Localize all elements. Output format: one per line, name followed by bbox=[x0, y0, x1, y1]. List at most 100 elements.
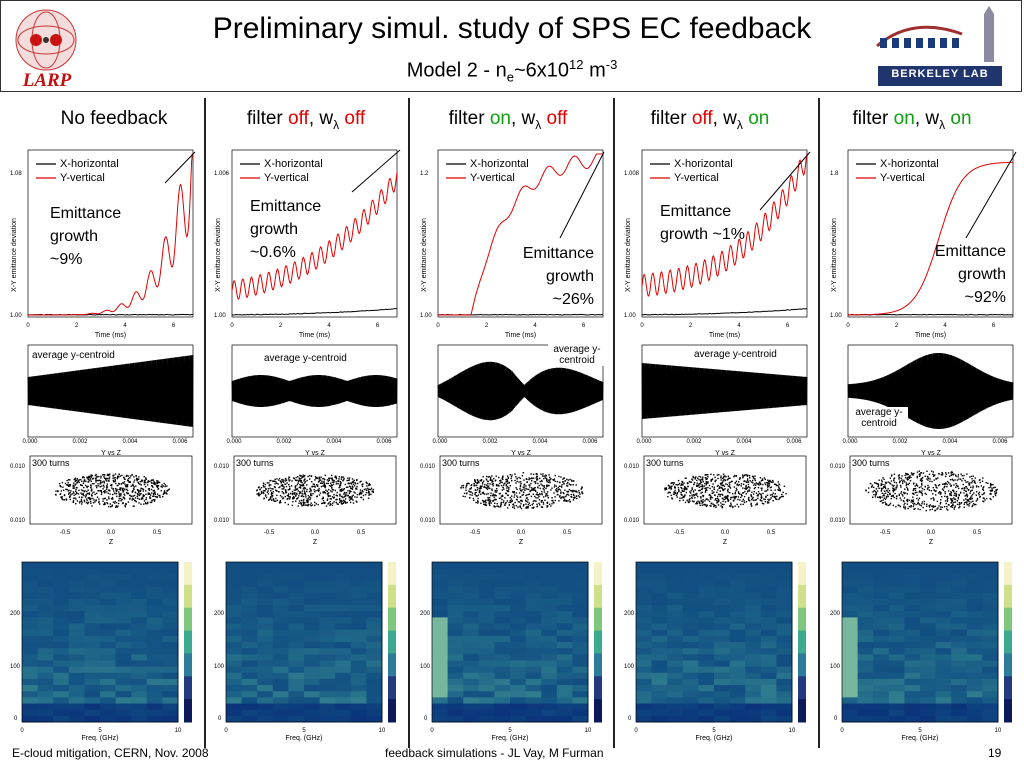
y-tick-label: 0.010 bbox=[830, 464, 846, 470]
x-axis-label: Freq. (GHz) bbox=[492, 735, 529, 742]
x-tick-label: 10 bbox=[789, 728, 796, 734]
y-tick-label: 0.010 bbox=[10, 518, 26, 524]
x-tick-label: 10 bbox=[585, 728, 592, 734]
growth-annotation-3: Emittance growth ~1% bbox=[660, 200, 745, 246]
y-tick-label: 1.08 bbox=[10, 171, 22, 177]
x-axis-label: Time (ms) bbox=[709, 332, 740, 339]
y-tick-label: 1.00 bbox=[420, 313, 432, 319]
colorbar bbox=[594, 562, 602, 723]
centroid-label: average y-centroid bbox=[32, 350, 115, 361]
berkeley-lab-logo: BERKELEY LAB bbox=[872, 6, 1017, 90]
column-header-4: filter on, wλ on bbox=[812, 108, 1012, 132]
x-axis-label: Z bbox=[313, 539, 318, 546]
growth-annotation-1: Emittance growth ~0.6% bbox=[250, 195, 321, 264]
x-tick-label: 0.006 bbox=[172, 439, 188, 445]
x-tick-label: 5 bbox=[98, 728, 102, 734]
x-tick-label: 2 bbox=[895, 323, 899, 329]
y-tick-label: 0 bbox=[834, 716, 838, 722]
x-tick-label: 2 bbox=[75, 323, 79, 329]
x-tick-label: 0.5 bbox=[973, 530, 982, 536]
x-tick-label: 5 bbox=[302, 728, 306, 734]
y-tick-label: 1.00 bbox=[830, 313, 842, 319]
centroid-label: average y-centroid bbox=[548, 344, 606, 366]
x-tick-label: 0.0 bbox=[107, 530, 116, 536]
growth-annotation-2: Emittance growth ~26% bbox=[500, 242, 594, 311]
x-tick-label: 0 bbox=[20, 728, 24, 734]
column-header-1: filter off, wλ off bbox=[206, 108, 406, 132]
x-axis-label: Freq. (GHz) bbox=[696, 735, 733, 742]
x-tick-label: 4 bbox=[943, 323, 947, 329]
x-tick-label: 6 bbox=[992, 323, 996, 329]
legend-x-horizontal: X-horizontal bbox=[674, 158, 733, 170]
x-tick-label: 0.002 bbox=[482, 439, 498, 445]
y-tick-label: 0.010 bbox=[214, 464, 230, 470]
centroid-trace bbox=[28, 355, 193, 427]
colorbar bbox=[184, 562, 192, 723]
x-tick-label: 0.000 bbox=[226, 439, 242, 445]
x-tick-label: 4 bbox=[533, 323, 537, 329]
scatter-title: Y vs Z bbox=[715, 450, 735, 457]
colorbar bbox=[388, 562, 396, 723]
x-tick-label: 2 bbox=[279, 323, 283, 329]
x-tick-label: 4 bbox=[123, 323, 127, 329]
x-tick-label: 0.0 bbox=[927, 530, 936, 536]
x-tick-label: 0.0 bbox=[517, 530, 526, 536]
column-header-2: filter on, wλ off bbox=[408, 108, 608, 132]
centroid-trace bbox=[642, 363, 807, 419]
legend-y-vertical: Y-vertical bbox=[264, 172, 309, 184]
x-axis-label: Freq. (GHz) bbox=[286, 735, 323, 742]
legend-x-horizontal: X-horizontal bbox=[264, 158, 323, 170]
x-tick-label: 5 bbox=[918, 728, 922, 734]
y-tick-label: 100 bbox=[10, 664, 21, 670]
turns-label: 300 turns bbox=[442, 458, 480, 468]
x-tick-label: 0.000 bbox=[432, 439, 448, 445]
centroid-label: average y-centroid bbox=[694, 349, 777, 360]
y-tick-label: 1.00 bbox=[624, 313, 636, 319]
x-tick-label: 5 bbox=[712, 728, 716, 734]
legend-y-vertical: Y-vertical bbox=[470, 172, 515, 184]
x-tick-label: 10 bbox=[379, 728, 386, 734]
y-tick-label: 0.010 bbox=[214, 518, 230, 524]
legend-y-vertical: Y-vertical bbox=[880, 172, 925, 184]
growth-annotation-0: Emittance growth ~9% bbox=[50, 202, 121, 271]
colorbar bbox=[1004, 562, 1012, 723]
x-tick-label: 5 bbox=[508, 728, 512, 734]
x-tick-label: 0 bbox=[230, 323, 234, 329]
y-axis-label: X-Y emittance deviation bbox=[11, 218, 18, 292]
column-header-0: No feedback bbox=[14, 108, 214, 130]
page-title: Preliminary simul. study of SPS EC feedb… bbox=[0, 12, 1024, 46]
centroid-label: average y-centroid bbox=[264, 353, 347, 364]
x-tick-label: 0.000 bbox=[22, 439, 38, 445]
x-tick-label: 10 bbox=[175, 728, 182, 734]
x-tick-label: 0 bbox=[846, 323, 850, 329]
centroid-plot-4: 0.000 0.002 0.004 0.006 bbox=[828, 342, 1018, 447]
y-axis-label: X-Y emittance deviation bbox=[625, 218, 632, 292]
x-axis-label: Time (ms) bbox=[299, 332, 330, 339]
y-tick-label: 1.008 bbox=[624, 171, 640, 177]
x-tick-label: 0 bbox=[224, 728, 228, 734]
x-horizontal-series bbox=[642, 309, 807, 315]
x-tick-label: 0.0 bbox=[721, 530, 730, 536]
x-tick-label: 6 bbox=[786, 323, 790, 329]
x-tick-label: 0.5 bbox=[767, 530, 776, 536]
colorbar bbox=[798, 562, 806, 723]
y-tick-label: 0 bbox=[424, 716, 428, 722]
centroid-trace bbox=[232, 375, 397, 407]
x-tick-label: 6 bbox=[172, 323, 176, 329]
berkeley-lab-text: BERKELEY LAB bbox=[878, 68, 1002, 80]
spectrogram-2: 0 5 10 Freq. (GHz) 200 100 0 bbox=[418, 560, 616, 745]
turns-label: 300 turns bbox=[852, 458, 890, 468]
spectrogram-4: 0 5 10Freq. (GHz)2001000 bbox=[828, 560, 1024, 745]
y-tick-label: 200 bbox=[624, 611, 635, 617]
x-tick-label: 0.002 bbox=[276, 439, 292, 445]
x-tick-label: 2 bbox=[485, 323, 489, 329]
y-tick-label: 1.006 bbox=[214, 171, 230, 177]
turns-label: 300 turns bbox=[32, 458, 70, 468]
x-tick-label: 0.5 bbox=[153, 530, 162, 536]
x-axis-label: Time (ms) bbox=[915, 332, 946, 339]
scatter-title: Y vs Z bbox=[921, 450, 941, 457]
y-tick-label: 200 bbox=[420, 611, 431, 617]
y-tick-label: 1.00 bbox=[10, 313, 22, 319]
x-tick-label: 0 bbox=[430, 728, 434, 734]
spectrogram-0: 0 5 10Freq. (GHz)2001000 bbox=[8, 560, 206, 745]
